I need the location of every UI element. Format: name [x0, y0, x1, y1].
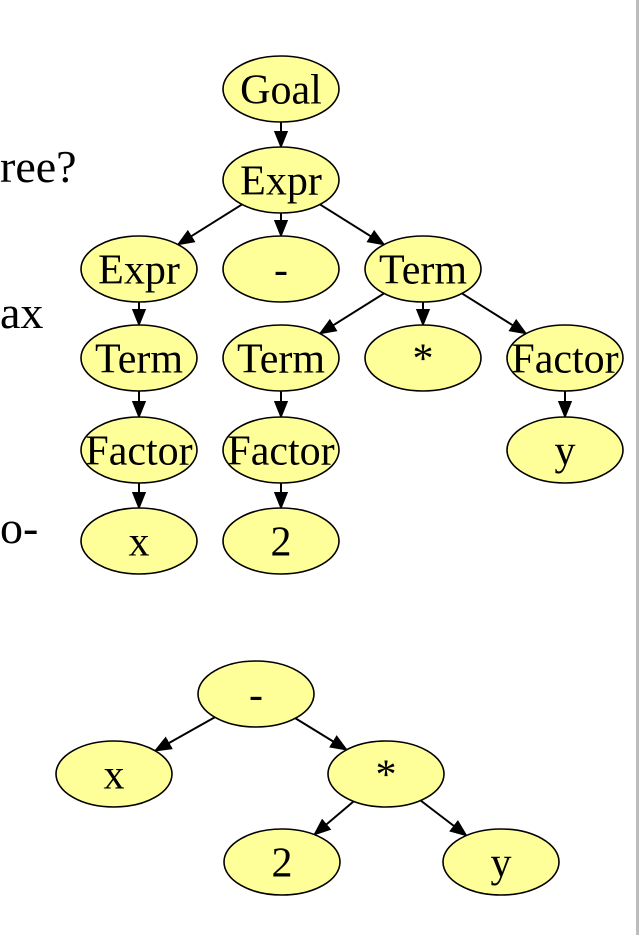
parse-tree-node-label: Expr: [98, 247, 180, 293]
ast-node-ellipse: [223, 828, 341, 896]
parse-tree-node-label: Term: [379, 247, 467, 293]
ast-node-label: -: [249, 672, 263, 718]
parse-tree-node-ellipse: [364, 324, 482, 392]
parse-tree-node-ellipse: [80, 507, 198, 575]
parse-tree-node-ellipse: [222, 416, 340, 484]
ast-node-label: *: [376, 752, 397, 798]
parse-tree-node-ellipse: [222, 324, 340, 392]
ast-node-ellipse: [55, 740, 173, 808]
ast-node-label: y: [491, 840, 512, 886]
parse-tree-node-ellipse: [80, 416, 198, 484]
parse-tree-node-label: Expr: [240, 158, 322, 204]
parse-tree-node-ellipse: [222, 507, 340, 575]
parse-tree-node-label: Factor: [227, 428, 334, 474]
ast-node-times: *: [327, 740, 445, 808]
parse-tree-nodes: Goal Expr Expr - Term Term Term * Factor Factor Fa…: [80, 55, 624, 575]
parse-tree-node-expr: Expr: [222, 146, 340, 214]
ast-edges: [153, 716, 468, 837]
parse-tree-node-ellipse: [222, 235, 340, 303]
parse-tree-node-ellipse: [222, 146, 340, 214]
parse-tree-node-factor: Factor: [506, 324, 624, 392]
parse-tree-node-label: y: [555, 428, 576, 474]
clipped-text-ax: ax: [0, 287, 44, 338]
parse-tree-node-ellipse: [364, 235, 482, 303]
parse-tree-node-ellipse: [506, 416, 624, 484]
parse-tree-node-goal: Goal: [222, 55, 340, 123]
clipped-text-o-dash: o-: [0, 502, 39, 553]
ast-edge-times-to-two: [312, 800, 355, 836]
ast-node-x: x: [55, 740, 173, 808]
parse-tree-node-ellipse: [80, 324, 198, 392]
parse-tree-node-term3: Term: [222, 324, 340, 392]
parse-tree-node-label: 2: [271, 519, 292, 565]
ast-node-ellipse: [327, 740, 445, 808]
parse-tree-node-label: Term: [237, 336, 325, 382]
parse-tree-edge-expr-to-expr2: [176, 203, 243, 246]
parse-tree-node-times: *: [364, 324, 482, 392]
parse-tree-node-ellipse: [506, 324, 624, 392]
parse-tree-node-label: Term: [95, 336, 183, 382]
ast-edge-minus-to-x: [153, 716, 216, 752]
ast-node-ellipse: [197, 660, 315, 728]
parse-tree-node-factor3: Factor: [222, 416, 340, 484]
parse-tree-node-y: y: [506, 416, 624, 484]
ast-node-minus: -: [197, 660, 315, 728]
parse-tree-node-label: Factor: [511, 336, 618, 382]
parse-tree-node-term: Term: [364, 235, 482, 303]
ast-nodes: - x * 2 y: [55, 660, 560, 896]
parse-tree-node-term2: Term: [80, 324, 198, 392]
parse-tree-edge-term-to-term3: [318, 292, 385, 335]
ast-node-ellipse: [442, 828, 560, 896]
ast-node-label: 2: [272, 840, 293, 886]
parse-tree-node-label: Factor: [85, 428, 192, 474]
parse-tree-edge-term-to-factor: [461, 292, 528, 335]
parse-tree-edges: [131, 122, 573, 510]
parse-tree-node-label: -: [274, 247, 288, 293]
parse-tree-node-minus: -: [222, 235, 340, 303]
ast-node-label: x: [104, 752, 125, 798]
slide-edge-bar: [636, 0, 639, 935]
parse-tree-node-ellipse: [80, 235, 198, 303]
parse-tree-node-x: x: [80, 507, 198, 575]
parse-tree-node-label: x: [129, 519, 150, 565]
parse-tree-node-two: 2: [222, 507, 340, 575]
parse-tree-node-label: Goal: [240, 67, 322, 113]
parse-tree-node-label: *: [413, 336, 434, 382]
ast-edge-times-to-y: [419, 799, 468, 837]
parse-tree-node-factor2: Factor: [80, 416, 198, 484]
ast-edge-minus-to-times: [294, 717, 349, 751]
ast-node-two: 2: [223, 828, 341, 896]
parse-tree-edge-expr-to-term: [319, 203, 386, 246]
clipped-text-tree-question: ree?: [0, 141, 77, 192]
parse-tree-node-ellipse: [222, 55, 340, 123]
parse-tree-node-expr2: Expr: [80, 235, 198, 303]
ast-node-y: y: [442, 828, 560, 896]
